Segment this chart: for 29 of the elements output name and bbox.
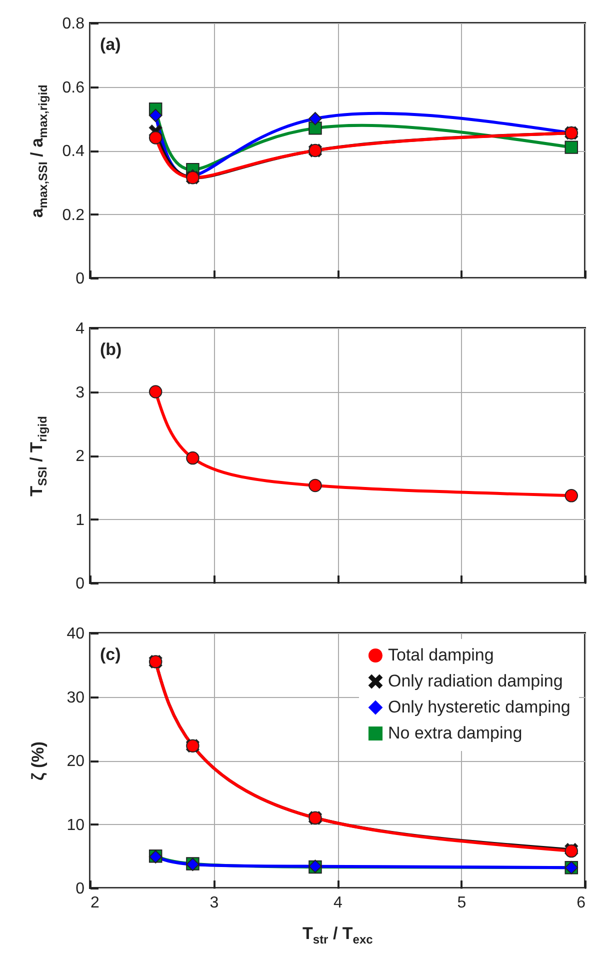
y-tick-label: 20 bbox=[66, 753, 85, 770]
y-tick-label: 3 bbox=[76, 384, 85, 402]
legend-label: Total damping bbox=[388, 646, 494, 664]
x-tick-label: 3 bbox=[210, 894, 219, 912]
y-tick-label: 4 bbox=[76, 320, 85, 338]
annotation: (a) bbox=[100, 35, 121, 54]
x-axis-title: T$_{str}$ / T$_{exc}$ bbox=[302, 924, 373, 946]
x-tick-label: 5 bbox=[457, 894, 466, 912]
legend-label: No extra damping bbox=[388, 724, 522, 742]
annotation: (c) bbox=[100, 645, 121, 664]
y-tick-label: 2 bbox=[76, 448, 85, 465]
legend-label: Only hysteretic damping bbox=[388, 698, 570, 716]
y-tick-label: 0 bbox=[76, 880, 85, 898]
y-tick-label: 0.4 bbox=[62, 143, 85, 160]
y-tick-label: 30 bbox=[66, 689, 85, 706]
y-tick-label: 0.2 bbox=[62, 206, 85, 224]
y-axis-title: ζ (%) bbox=[28, 741, 48, 780]
x-tick-label: 6 bbox=[576, 894, 586, 912]
x-tick-label: 2 bbox=[90, 894, 100, 912]
x-tick-label: 4 bbox=[334, 894, 343, 912]
y-tick-label: 40 bbox=[66, 626, 85, 642]
y-tick-label: 1 bbox=[76, 512, 85, 529]
legend-label: Only radiation damping bbox=[388, 672, 563, 690]
annotation: (b) bbox=[100, 340, 122, 359]
y-tick-label: 0 bbox=[76, 576, 85, 592]
y-tick-label: 0.8 bbox=[62, 16, 85, 32]
y-tick-label: 0 bbox=[76, 270, 85, 288]
y-tick-label: 0.6 bbox=[62, 79, 85, 96]
y-tick-label: 10 bbox=[66, 816, 85, 834]
